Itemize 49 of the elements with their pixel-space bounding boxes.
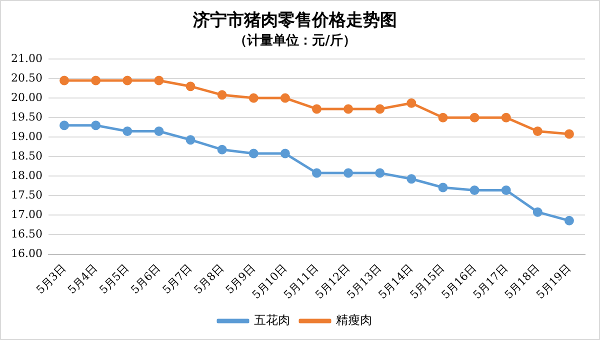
point [312, 104, 322, 114]
y-tick-label: 19.50 [10, 110, 42, 124]
point [217, 144, 227, 154]
point [564, 129, 574, 139]
point [406, 174, 416, 184]
y-tick-label: 18.50 [10, 149, 42, 162]
y-tick-label: 21.00 [10, 52, 42, 65]
y-tick-label: 17.00 [10, 208, 42, 222]
point [91, 120, 101, 130]
point [280, 148, 290, 158]
point [344, 104, 354, 114]
point [470, 112, 480, 122]
point [532, 126, 542, 136]
legend-label: 五花肉 [254, 313, 290, 328]
y-tick-label: 20.00 [10, 90, 42, 104]
chart-title: 济宁市猪肉零售价格走势图 [192, 10, 397, 31]
point [438, 182, 448, 192]
legend-label: 精瘦肉 [336, 313, 372, 328]
point [91, 76, 101, 86]
y-tick-label: 20.50 [10, 71, 42, 84]
point [406, 98, 416, 108]
point [375, 168, 385, 178]
point [248, 93, 258, 103]
point [122, 126, 132, 136]
point [154, 126, 164, 136]
point [186, 135, 196, 145]
y-tick-label: 19.00 [10, 130, 42, 143]
point [122, 76, 132, 86]
point [501, 112, 511, 122]
point [154, 76, 164, 86]
y-tick-label: 18.00 [10, 169, 42, 182]
y-tick-label: 16.00 [10, 247, 42, 260]
point [375, 104, 385, 114]
point [312, 168, 322, 178]
point [532, 207, 542, 217]
point [438, 112, 448, 122]
point [248, 148, 258, 158]
point [344, 168, 354, 178]
point [217, 90, 227, 100]
point [501, 185, 511, 195]
y-tick-label: 16.50 [10, 228, 42, 241]
chart-subtitle: （计量单位：元/斤） [234, 32, 356, 49]
point [60, 76, 70, 86]
y-tick-label: 17.50 [10, 188, 42, 202]
point [280, 93, 290, 103]
point [186, 82, 196, 92]
point [564, 216, 574, 226]
point [470, 185, 480, 195]
point [60, 120, 70, 130]
